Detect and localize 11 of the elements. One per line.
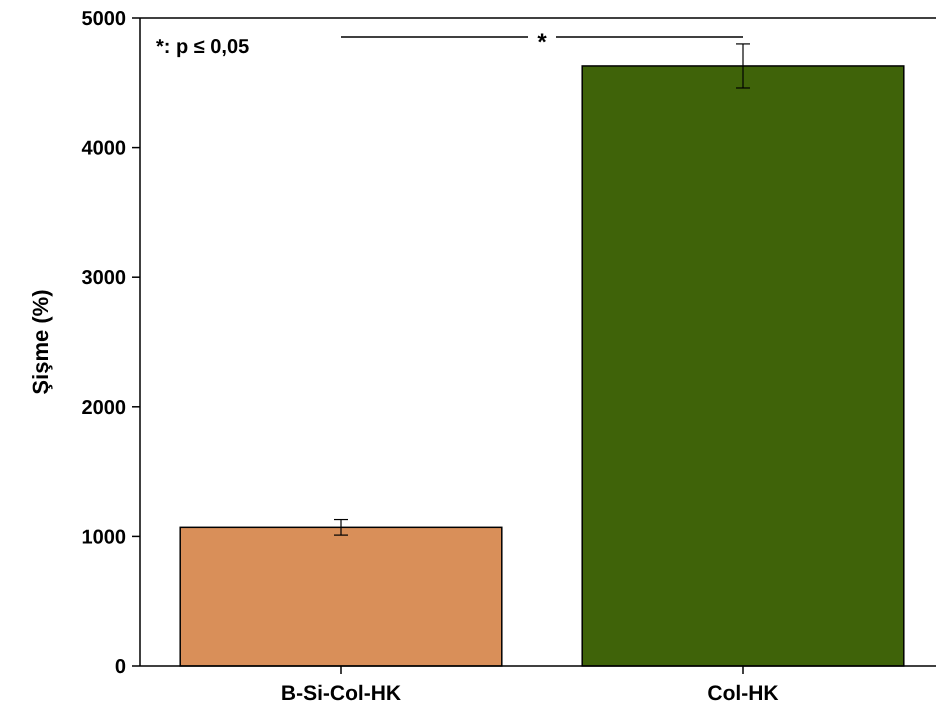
y-axis-title: Şişme (%) bbox=[28, 289, 53, 395]
y-tick-label: 3000 bbox=[82, 267, 126, 290]
y-tick-label: 2000 bbox=[82, 396, 126, 419]
y-tick-label: 4000 bbox=[82, 138, 126, 160]
y-tick-label: 5000 bbox=[82, 8, 126, 30]
x-tick-label: Col-HK bbox=[707, 682, 779, 705]
y-tick-label: 1000 bbox=[82, 526, 126, 548]
annotation: *: p ≤ 0,05 bbox=[156, 36, 250, 58]
x-tick-label: B-Si-Col-HK bbox=[280, 682, 402, 705]
y-tick-label: 0 bbox=[114, 656, 126, 678]
annotation: * bbox=[537, 29, 548, 56]
